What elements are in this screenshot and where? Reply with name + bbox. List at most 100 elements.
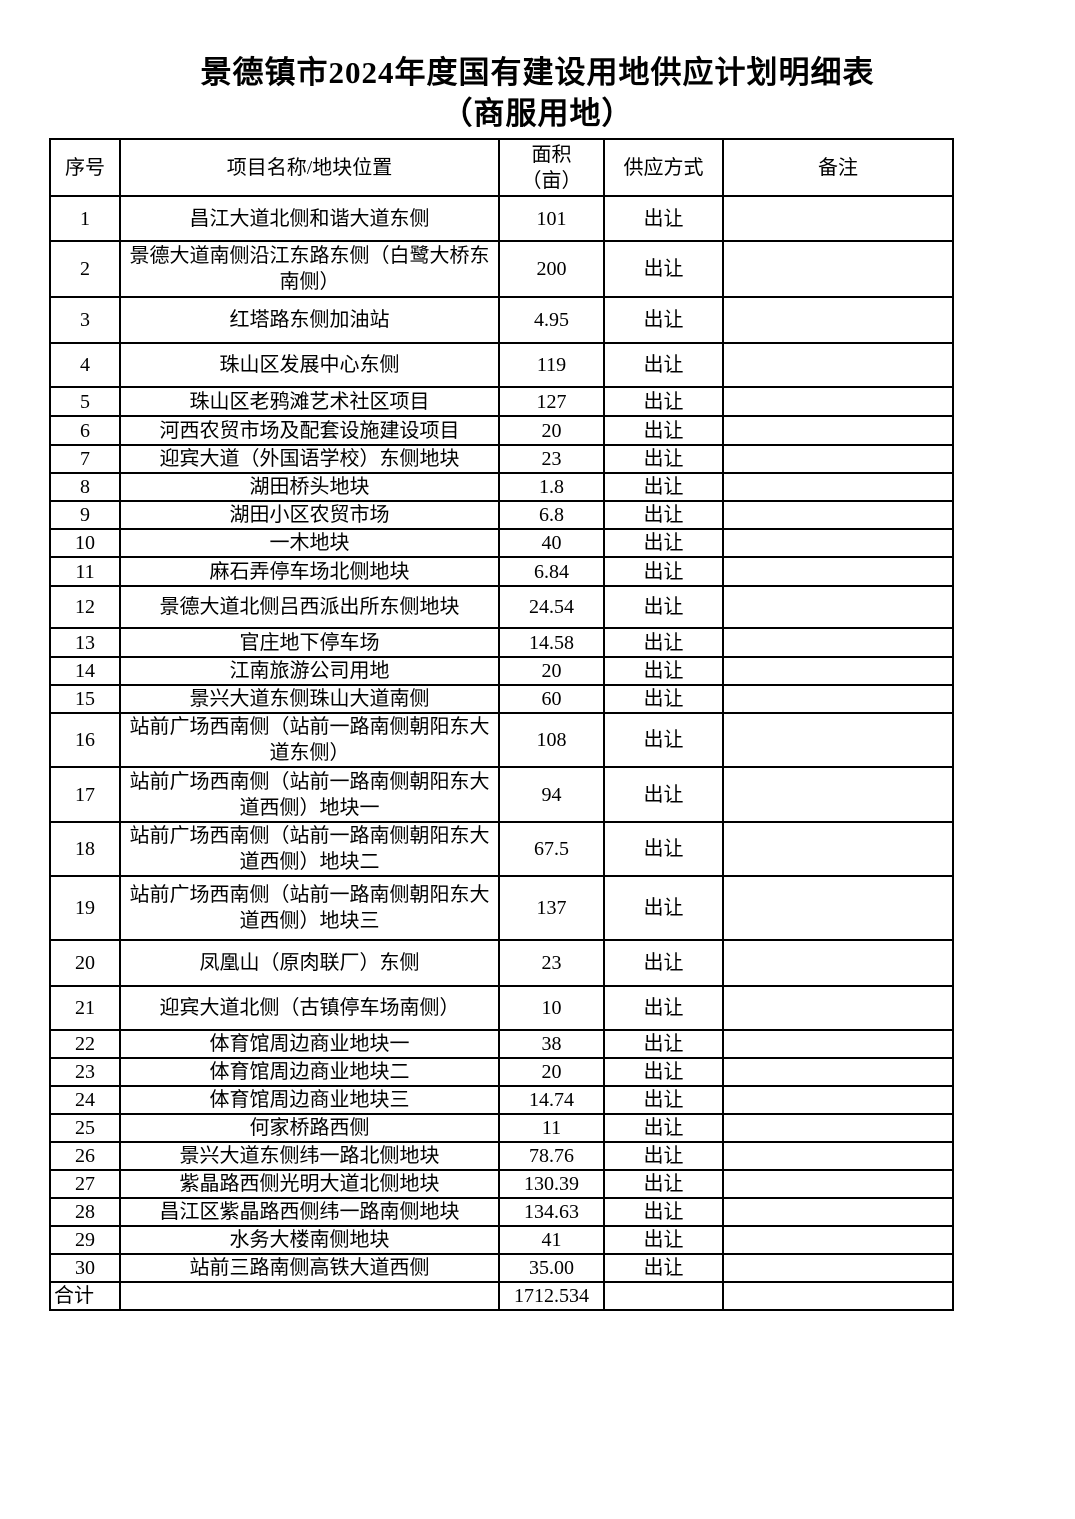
cell-supply-method: 出让 bbox=[603, 1197, 724, 1227]
cell-index: 9 bbox=[49, 500, 121, 530]
cell-index: 1 bbox=[49, 195, 121, 242]
table-row: 11 麻石弄停车场北侧地块 6.84 出让 bbox=[49, 556, 954, 587]
cell-area: 20 bbox=[498, 1057, 605, 1087]
table-row: 19 站前广场西南侧（站前一路南侧朝阳东大道西侧）地块三 137 出让 bbox=[49, 875, 954, 941]
cell-area: 127 bbox=[498, 386, 605, 417]
cell-index: 21 bbox=[49, 985, 121, 1031]
table-row: 15 景兴大道东侧珠山大道南侧 60 出让 bbox=[49, 684, 954, 714]
cell-project-name: 景德大道北侧吕西派出所东侧地块 bbox=[119, 585, 500, 629]
col-header-area: 面积 （亩） bbox=[498, 138, 605, 197]
table-row: 20 凤凰山（原肉联厂）东侧 23 出让 bbox=[49, 939, 954, 987]
cell-index: 3 bbox=[49, 296, 121, 344]
cell-index: 8 bbox=[49, 472, 121, 502]
cell-area: 20 bbox=[498, 656, 605, 686]
cell-project-name: 体育馆周边商业地块二 bbox=[119, 1057, 500, 1087]
cell-area: 41 bbox=[498, 1225, 605, 1255]
cell-note bbox=[722, 1085, 954, 1115]
col-header-index: 序号 bbox=[49, 138, 121, 197]
cell-project-name: 景兴大道东侧纬一路北侧地块 bbox=[119, 1141, 500, 1171]
cell-supply-method: 出让 bbox=[603, 415, 724, 446]
cell-area: 11 bbox=[498, 1113, 605, 1143]
cell-index: 22 bbox=[49, 1029, 121, 1059]
cell-note bbox=[722, 1141, 954, 1171]
cell-note bbox=[722, 939, 954, 987]
cell-area: 119 bbox=[498, 342, 605, 388]
cell-area: 60 bbox=[498, 684, 605, 714]
cell-area: 200 bbox=[498, 240, 605, 298]
cell-supply-method: 出让 bbox=[603, 342, 724, 388]
cell-note bbox=[722, 821, 954, 877]
table-row: 25 何家桥路西侧 11 出让 bbox=[49, 1113, 954, 1143]
cell-note bbox=[722, 712, 954, 768]
cell-index: 2 bbox=[49, 240, 121, 298]
cell-supply-method: 出让 bbox=[603, 500, 724, 530]
cell-project-name: 河西农贸市场及配套设施建设项目 bbox=[119, 415, 500, 446]
col-header-project-name: 项目名称/地块位置 bbox=[119, 138, 500, 197]
cell-project-name: 官庄地下停车场 bbox=[119, 627, 500, 658]
cell-supply-method: 出让 bbox=[603, 585, 724, 629]
cell-index: 18 bbox=[49, 821, 121, 877]
cell-area: 78.76 bbox=[498, 1141, 605, 1171]
cell-note bbox=[722, 1057, 954, 1087]
cell-index: 20 bbox=[49, 939, 121, 987]
cell-area: 23 bbox=[498, 939, 605, 987]
cell-supply-method: 出让 bbox=[603, 985, 724, 1031]
cell-index: 30 bbox=[49, 1253, 121, 1283]
cell-project-name: 何家桥路西侧 bbox=[119, 1113, 500, 1143]
cell-project-name: 景兴大道东侧珠山大道南侧 bbox=[119, 684, 500, 714]
cell-area: 24.54 bbox=[498, 585, 605, 629]
table-row: 24 体育馆周边商业地块三 14.74 出让 bbox=[49, 1085, 954, 1115]
document-title: 景德镇市2024年度国有建设用地供应计划明细表 （商服用地） bbox=[0, 52, 1075, 134]
cell-note bbox=[722, 556, 954, 587]
table-row: 30 站前三路南侧高铁大道西侧 35.00 出让 bbox=[49, 1253, 954, 1283]
cell-project-name: 凤凰山（原肉联厂）东侧 bbox=[119, 939, 500, 987]
table-row: 18 站前广场西南侧（站前一路南侧朝阳东大道西侧）地块二 67.5 出让 bbox=[49, 821, 954, 877]
total-row: 合计 1712.534 bbox=[49, 1281, 954, 1311]
cell-area: 35.00 bbox=[498, 1253, 605, 1283]
cell-note bbox=[722, 766, 954, 823]
cell-index: 26 bbox=[49, 1141, 121, 1171]
cell-supply-method: 出让 bbox=[603, 1113, 724, 1143]
cell-note bbox=[722, 1253, 954, 1283]
table-row: 8 湖田桥头地块 1.8 出让 bbox=[49, 472, 954, 502]
table-body: 1 昌江大道北侧和谐大道东侧 101 出让 2 景德大道南侧沿江东路东侧（白鹭大桥东南侧）… bbox=[49, 195, 954, 1311]
cell-area: 134.63 bbox=[498, 1197, 605, 1227]
cell-index: 28 bbox=[49, 1197, 121, 1227]
cell-project-name: 体育馆周边商业地块一 bbox=[119, 1029, 500, 1059]
cell-supply-method: 出让 bbox=[603, 1225, 724, 1255]
cell-supply-method: 出让 bbox=[603, 712, 724, 768]
cell-supply-method: 出让 bbox=[603, 195, 724, 242]
cell-note bbox=[722, 1197, 954, 1227]
table-row: 17 站前广场西南侧（站前一路南侧朝阳东大道西侧）地块一 94 出让 bbox=[49, 766, 954, 823]
cell-supply-method: 出让 bbox=[603, 1169, 724, 1199]
table-row: 29 水务大楼南侧地块 41 出让 bbox=[49, 1225, 954, 1255]
table-row: 5 珠山区老鸦滩艺术社区项目 127 出让 bbox=[49, 386, 954, 417]
cell-note bbox=[722, 1113, 954, 1143]
cell-project-name: 站前广场西南侧（站前一路南侧朝阳东大道西侧）地块二 bbox=[119, 821, 500, 877]
table-row: 3 红塔路东侧加油站 4.95 出让 bbox=[49, 296, 954, 344]
cell-area: 38 bbox=[498, 1029, 605, 1059]
col-header-supply-method: 供应方式 bbox=[603, 138, 724, 197]
cell-supply-method: 出让 bbox=[603, 528, 724, 558]
cell-supply-method: 出让 bbox=[603, 386, 724, 417]
cell-supply-method: 出让 bbox=[603, 1085, 724, 1115]
table-row: 1 昌江大道北侧和谐大道东侧 101 出让 bbox=[49, 195, 954, 242]
cell-area: 1712.534 bbox=[498, 1281, 605, 1311]
cell-index: 15 bbox=[49, 684, 121, 714]
cell-note bbox=[722, 1169, 954, 1199]
header-row: 序号 项目名称/地块位置 面积 （亩） 供应方式 备注 bbox=[49, 138, 954, 197]
cell-supply-method: 出让 bbox=[603, 1057, 724, 1087]
cell-note bbox=[722, 500, 954, 530]
cell-area: 40 bbox=[498, 528, 605, 558]
cell-index: 25 bbox=[49, 1113, 121, 1143]
cell-note bbox=[722, 240, 954, 298]
cell-note bbox=[722, 1281, 954, 1311]
cell-area: 10 bbox=[498, 985, 605, 1031]
table-row: 22 体育馆周边商业地块一 38 出让 bbox=[49, 1029, 954, 1059]
title-line-2: （商服用地） bbox=[441, 96, 634, 131]
cell-note bbox=[722, 985, 954, 1031]
cell-index: 12 bbox=[49, 585, 121, 629]
table-row: 13 官庄地下停车场 14.58 出让 bbox=[49, 627, 954, 658]
cell-area: 94 bbox=[498, 766, 605, 823]
cell-project-name: 红塔路东侧加油站 bbox=[119, 296, 500, 344]
